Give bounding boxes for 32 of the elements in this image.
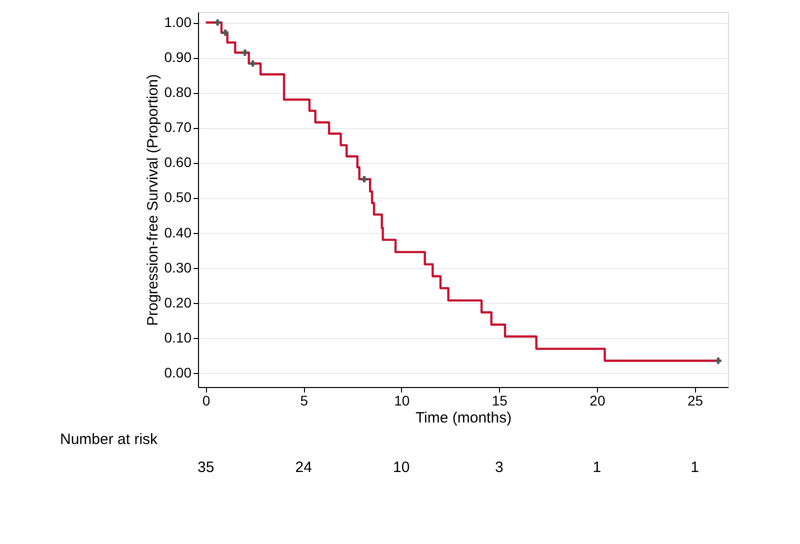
text: Number at risk [60,431,158,448]
y-tick-label: 0.50 [164,189,192,206]
y-tick-label: 0.30 [164,259,192,276]
y-axis-title: Progression-free Survival (Proportion) [144,74,162,326]
x-tick-label: 0 [202,392,210,408]
y-tick-label: 0.60 [164,154,192,170]
point [222,30,229,36]
text: 1 [690,459,699,476]
text: 35 [197,459,214,476]
y-tick-label: 0.70 [164,119,192,136]
x-tick-label: 10 [394,392,410,408]
x-tick-label: 5 [300,392,308,408]
text: 10 [393,459,410,476]
y-tick-label: 0.10 [164,329,192,346]
y-tick-label: 0.90 [164,49,192,66]
point [715,358,722,364]
y-tick-label: 1.00 [164,14,192,30]
text: 3 [495,459,504,476]
x-tick-label: 20 [590,392,606,408]
x-axis-title: Time (months) [415,410,512,426]
y-tick-label: 0.80 [164,84,192,100]
point [214,19,221,26]
point [250,60,256,67]
text: 1 [592,459,602,476]
x-tick-label: 25 [687,392,704,408]
text: 24 [295,459,312,476]
point [361,176,368,182]
y-tick-label: 0.20 [164,294,192,310]
x-tick-label: 15 [492,392,508,408]
y-tick-label: 0.40 [164,224,192,240]
y-tick-label: 0.00 [164,364,192,380]
point [242,49,248,56]
